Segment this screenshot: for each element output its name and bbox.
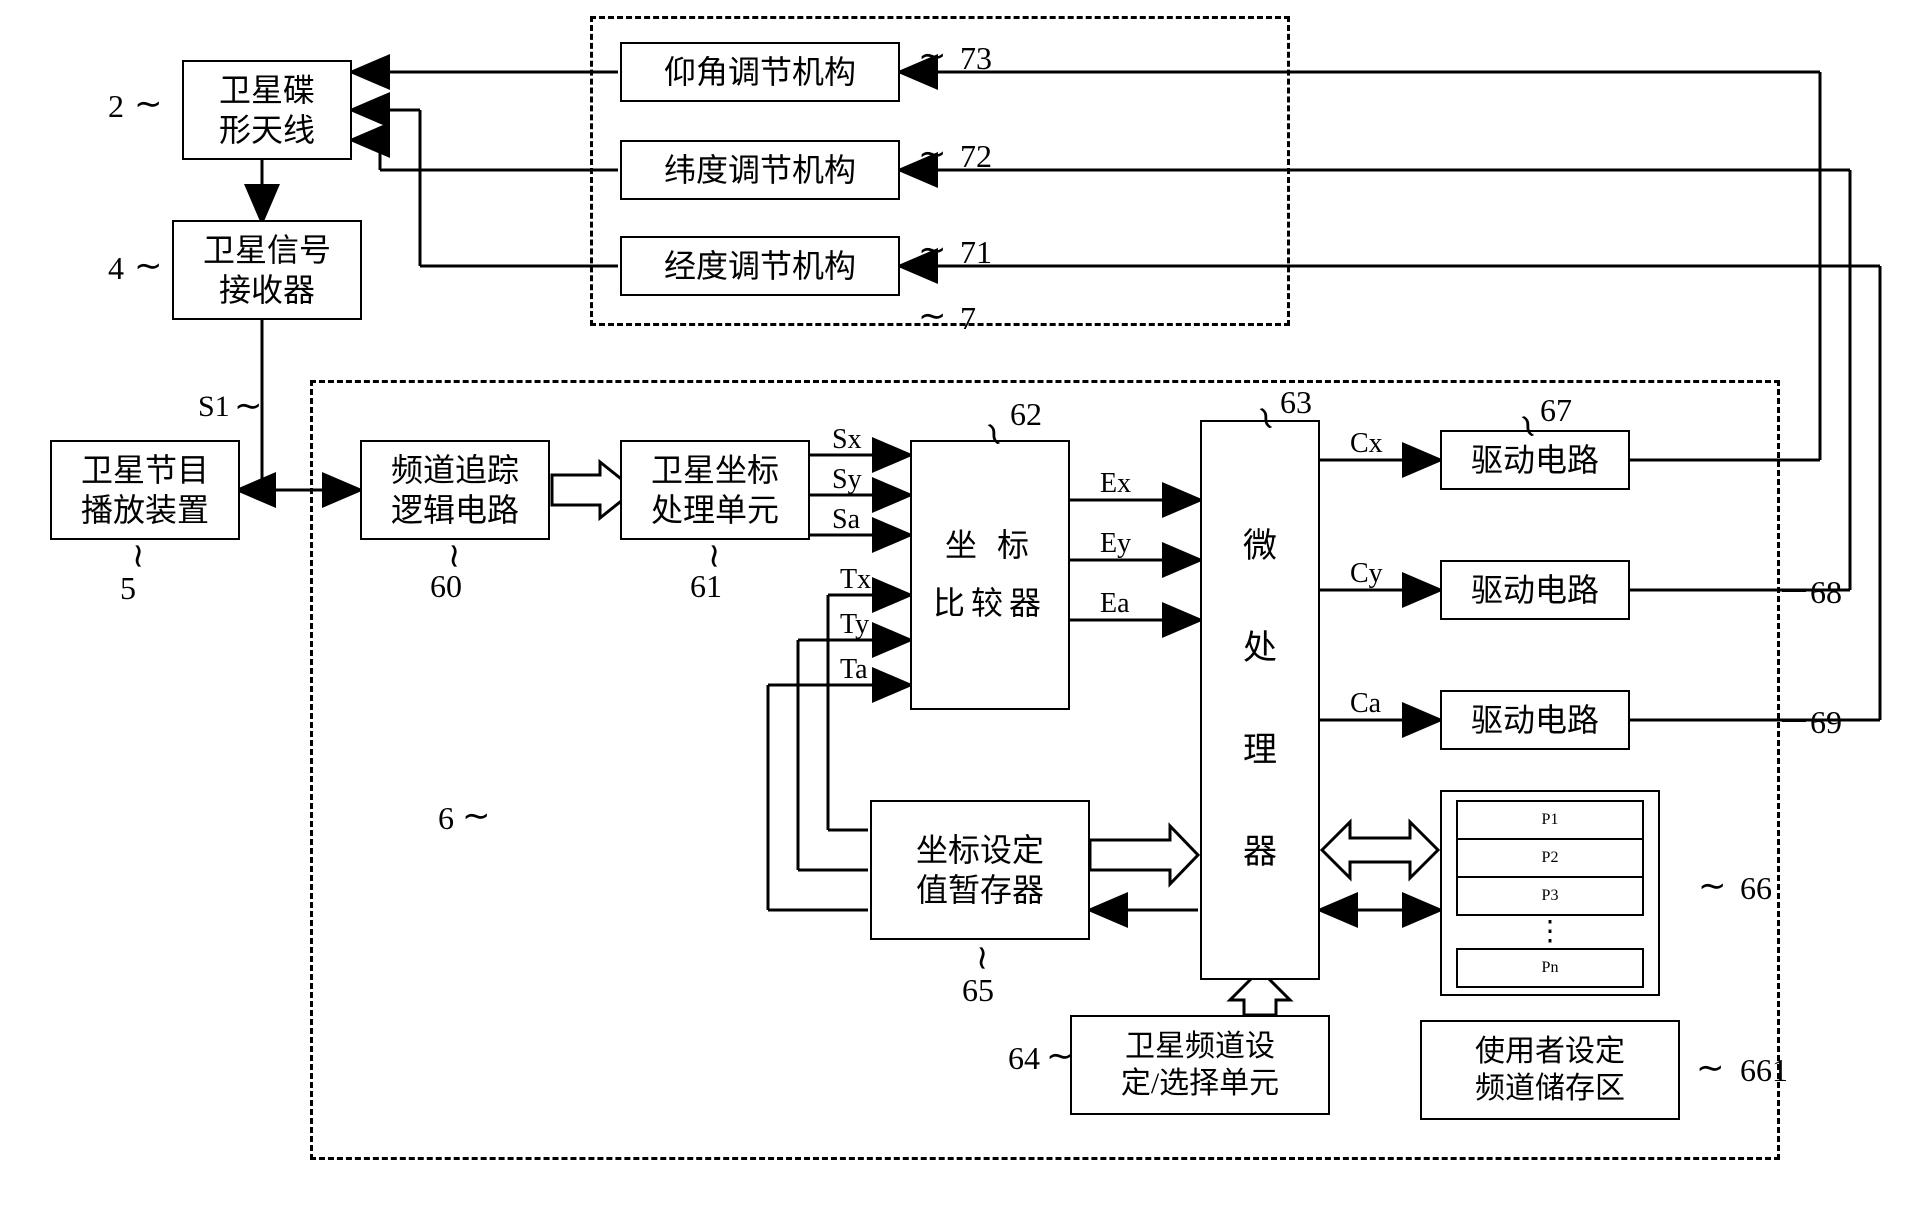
memory-66: P1 P2 P3 ⋮ Pn xyxy=(1440,790,1660,996)
tilde-661: ∼ xyxy=(1696,1048,1725,1088)
label-ta: Ta xyxy=(840,654,868,686)
label-ea: Ea xyxy=(1100,588,1130,620)
text: 卫星频道设定/选择单元 xyxy=(1121,1028,1279,1103)
box-73-elevation: 仰角调节机构 xyxy=(620,42,900,102)
ref-2: 2 xyxy=(108,88,124,125)
tilde-s1: ∼ xyxy=(234,386,263,426)
ref-4: 4 xyxy=(108,250,124,287)
box-63-mcu: 微处理器 xyxy=(1200,420,1320,980)
label-ca: Ca xyxy=(1350,688,1381,720)
tilde-72: ∼ xyxy=(918,134,947,174)
box-61-coord-proc: 卫星坐标处理单元 xyxy=(620,440,810,540)
tilde-65: ∼ xyxy=(962,944,1002,973)
box-65-register: 坐标设定值暂存器 xyxy=(870,800,1090,940)
label-cy: Cy xyxy=(1350,558,1383,590)
ref-6: 6 xyxy=(438,800,454,837)
box-72-latitude: 纬度调节机构 xyxy=(620,140,900,200)
mem-row-pn: Pn xyxy=(1456,948,1644,988)
text: 卫星碟形天线 xyxy=(219,70,315,150)
text: 卫星坐标处理单元 xyxy=(651,450,779,530)
ref-68: 68 xyxy=(1810,574,1842,611)
lead-69 xyxy=(1782,720,1806,722)
text: 驱动电路 xyxy=(1471,440,1599,480)
text: 使用者设定频道储存区 xyxy=(1475,1033,1625,1108)
text: 微处理器 xyxy=(1243,496,1277,904)
tilde-2: ∼ xyxy=(134,84,163,124)
box-69-driver: 驱动电路 xyxy=(1440,690,1630,750)
label-ex: Ex xyxy=(1100,468,1131,500)
box-2-antenna: 卫星碟形天线 xyxy=(182,60,352,160)
mem-row-p2: P2 xyxy=(1456,838,1644,878)
label-sy: Sy xyxy=(832,464,862,496)
tilde-4: ∼ xyxy=(134,246,163,286)
text: 纬度调节机构 xyxy=(664,150,856,190)
lead-68 xyxy=(1782,590,1806,592)
tilde-6: ∼ xyxy=(462,796,491,836)
text: 卫星节目播放装置 xyxy=(81,450,209,530)
mem-row-p3: P3 xyxy=(1456,876,1644,916)
ref-64: 64 xyxy=(1008,1040,1040,1077)
ref-7: 7 xyxy=(960,300,976,337)
mem-row-gap: ⋮ xyxy=(1456,914,1644,948)
ref-69: 69 xyxy=(1810,704,1842,741)
ref-62: 62 xyxy=(1010,396,1042,433)
box-4-receiver: 卫星信号接收器 xyxy=(172,220,362,320)
label-cx: Cx xyxy=(1350,428,1383,460)
ref-72: 72 xyxy=(960,138,992,175)
box-68-driver: 驱动电路 xyxy=(1440,560,1630,620)
tilde-61: ∼ xyxy=(694,542,734,571)
ref-661: 661 xyxy=(1740,1052,1788,1089)
text: 坐 标比较器 xyxy=(933,517,1047,632)
tilde-66: ∼ xyxy=(1698,866,1727,906)
box-661-user-store: 使用者设定频道储存区 xyxy=(1420,1020,1680,1120)
box-62-comparator: 坐 标比较器 xyxy=(910,440,1070,710)
text: 驱动电路 xyxy=(1471,570,1599,610)
box-5-player: 卫星节目播放装置 xyxy=(50,440,240,540)
ref-61: 61 xyxy=(690,568,722,605)
text: 坐标设定值暂存器 xyxy=(916,830,1044,910)
box-64-channel-set: 卫星频道设定/选择单元 xyxy=(1070,1015,1330,1115)
label-ty: Ty xyxy=(840,609,869,641)
box-71-longitude: 经度调节机构 xyxy=(620,236,900,296)
text: 卫星信号接收器 xyxy=(203,230,331,310)
tilde-5: ∼ xyxy=(118,542,158,571)
ref-66: 66 xyxy=(1740,870,1772,907)
mem-row-p1: P1 xyxy=(1456,800,1644,840)
ref-71: 71 xyxy=(960,234,992,271)
ref-60: 60 xyxy=(430,568,462,605)
tilde-64: ∼ xyxy=(1046,1036,1075,1076)
text: 经度调节机构 xyxy=(664,246,856,286)
label-tx: Tx xyxy=(840,564,871,596)
box-60-tracking: 频道追踪逻辑电路 xyxy=(360,440,550,540)
ref-5: 5 xyxy=(120,570,136,607)
tilde-71: ∼ xyxy=(918,230,947,270)
label-s1: S1 xyxy=(198,390,230,424)
tilde-7: ∼ xyxy=(918,296,947,336)
ref-65: 65 xyxy=(962,972,994,1009)
tilde-60: ∼ xyxy=(434,542,474,571)
text: 驱动电路 xyxy=(1471,700,1599,740)
label-sx: Sx xyxy=(832,424,862,456)
tilde-73: ∼ xyxy=(918,36,947,76)
ref-73: 73 xyxy=(960,40,992,77)
label-sa: Sa xyxy=(832,504,860,536)
text: 频道追踪逻辑电路 xyxy=(391,450,519,530)
text: 仰角调节机构 xyxy=(664,52,856,92)
box-67-driver: 驱动电路 xyxy=(1440,430,1630,490)
label-ey: Ey xyxy=(1100,528,1131,560)
